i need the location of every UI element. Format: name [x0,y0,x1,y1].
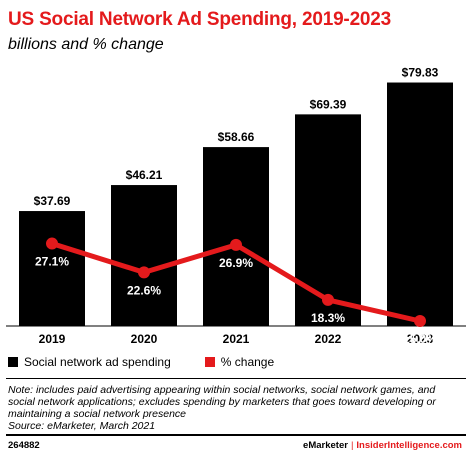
bar-value-label-2021: $58.66 [218,130,255,144]
bar-2023 [387,82,453,327]
brand-insider-intelligence: InsiderIntelligence.com [356,440,462,451]
x-tick-label-2023: 2023 [407,332,434,346]
chart-id: 264882 [8,440,40,451]
bar-2019 [19,211,85,326]
chart-svg: $37.69 2019 $46.21 2020 $58.66 2021 $69.39 2022… [6,66,466,346]
pct-point-2020 [138,266,150,279]
bar-value-label-2023: $79.83 [402,66,439,80]
footer-rule [6,434,466,436]
bar-2022 [295,114,361,326]
bar-2020 [111,185,177,326]
x-tick-label-2020: 2020 [131,332,158,346]
legend-item-change: % change [204,355,275,369]
x-tick-label-2021: 2021 [223,332,250,346]
pct-label-2019: 27.1% [35,255,69,269]
legend-swatch-change [204,357,215,367]
pct-point-2021 [230,238,242,251]
pct-label-2023: 15.0% [403,332,437,346]
bar-value-label-2022: $69.39 [310,97,347,111]
footnote: Note: includes paid advertising appearin… [8,384,436,420]
pct-point-2019 [46,237,58,250]
chart-title: US Social Network Ad Spending, 2019-2023 [8,9,392,30]
legend: Social network ad spending % change [8,355,308,369]
bar-value-label-2019: $37.69 [34,194,71,208]
legend-label-change: % change [220,355,275,369]
brand-emarketer: eMarketer [303,440,348,451]
legend-label-spending: Social network ad spending [24,355,171,369]
bar-2021 [203,147,269,326]
x-tick-label-2019: 2019 [39,332,66,346]
pct-point-2022 [322,293,334,306]
legend-swatch-spending [8,357,18,367]
pct-point-2023 [414,315,426,327]
pct-label-2020: 22.6% [127,283,161,297]
chart-subtitle: billions and % change [8,36,164,53]
footer-divider [6,378,466,379]
pct-label-2021: 26.9% [219,256,253,270]
x-tick-label-2022: 2022 [315,332,342,346]
pct-label-2022: 18.3% [311,311,345,325]
bar-value-label-2020: $46.21 [126,168,163,182]
source-line: Source: eMarketer, March 2021 [8,420,156,432]
brand: eMarketer | InsiderIntelligence.com [303,440,462,451]
legend-item-spending: Social network ad spending [8,355,171,369]
brand-separator: | [350,440,354,451]
